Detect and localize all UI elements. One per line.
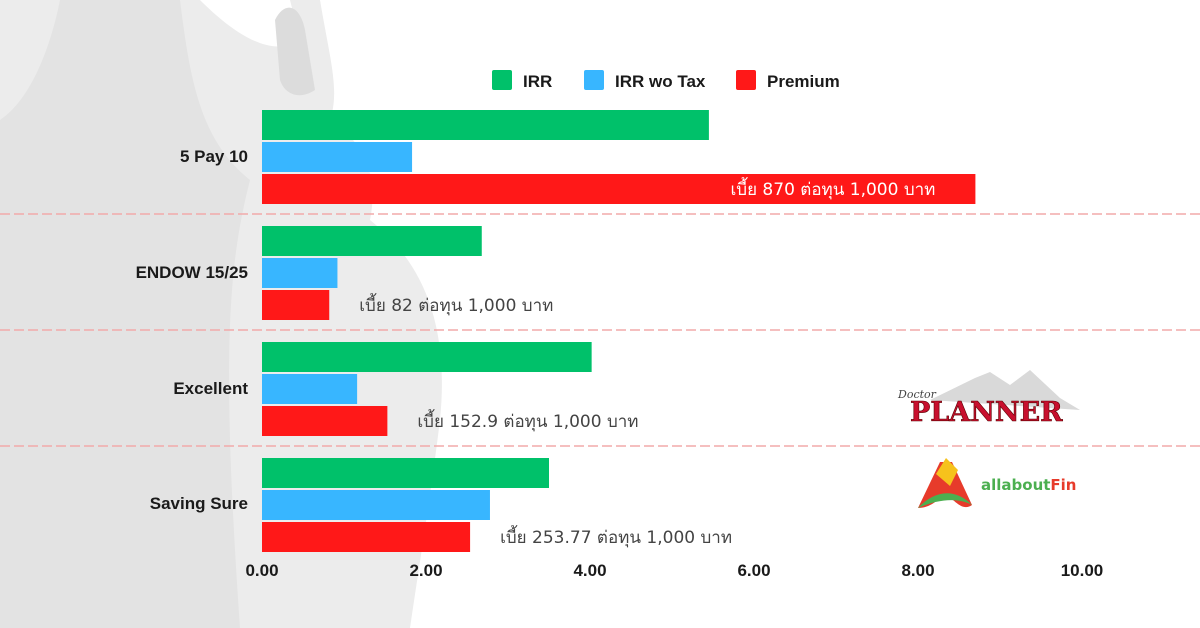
group-dividers [0, 213, 1200, 447]
premium-bar [262, 174, 976, 204]
x-axis: 0.00 2.00 4.00 6.00 8.00 10.00 [245, 561, 1103, 580]
logo-fin-word: Fin [1050, 476, 1076, 494]
doctor-planner-logo: Doctor PLANNER [897, 370, 1080, 428]
x-tick-label: 10.00 [1061, 561, 1104, 580]
irr-wo-tax-bar [262, 258, 338, 288]
irr-bar [262, 110, 709, 140]
allaboutfin-logo: allaboutFin [918, 458, 1077, 508]
allaboutfin-a-icon-swoosh [918, 493, 972, 508]
x-tick-label: 8.00 [901, 561, 934, 580]
irr-bar [262, 342, 592, 372]
legend-swatch-premium [736, 70, 756, 90]
irr-bar [262, 226, 482, 256]
legend-swatch-irr [492, 70, 512, 90]
legend-label-irr: IRR [523, 72, 552, 91]
category-labels: 5 Pay 10 ENDOW 15/25 Excellent Saving Su… [136, 147, 249, 513]
category-label: Saving Sure [150, 494, 248, 513]
logo-planner-text: PLANNER [910, 397, 1063, 428]
x-tick-label: 4.00 [573, 561, 606, 580]
legend-swatch-irr-wo-tax [584, 70, 604, 90]
legend-label-premium: Premium [767, 72, 840, 91]
logo-script-text: Doctor [897, 388, 937, 401]
mountain-icon [930, 370, 1080, 410]
bars-group [262, 110, 976, 552]
data-label: เบี้ย 253.77 ต่อทุน 1,000 บาท [500, 525, 732, 548]
x-tick-label: 0.00 [245, 561, 278, 580]
category-label: 5 Pay 10 [180, 147, 248, 166]
irr-bar [262, 458, 549, 488]
legend: IRR IRR wo Tax Premium [492, 70, 840, 91]
data-label: เบี้ย 870 ต่อทุน 1,000 บาท [730, 177, 935, 200]
allaboutfin-a-icon-accent [936, 458, 958, 486]
data-labels: เบี้ย 870 ต่อทุน 1,000 บาท เบี้ย 82 ต่อท… [359, 177, 935, 548]
logo-allabout-word: allabout [981, 476, 1050, 494]
data-label: เบี้ย 82 ต่อทุน 1,000 บาท [359, 293, 553, 316]
legend-label-irr-wo-tax: IRR wo Tax [615, 72, 706, 91]
x-tick-label: 2.00 [409, 561, 442, 580]
irr-wo-tax-bar [262, 142, 413, 172]
irr-wo-tax-bar [262, 490, 490, 520]
irr-wo-tax-bar [262, 374, 358, 404]
data-label: เบี้ย 152.9 ต่อทุน 1,000 บาท [417, 409, 638, 432]
premium-bar [262, 406, 388, 436]
premium-bar [262, 290, 330, 320]
premium-bar [262, 522, 471, 552]
category-label: ENDOW 15/25 [136, 263, 248, 282]
category-label: Excellent [173, 379, 248, 398]
x-tick-label: 6.00 [737, 561, 770, 580]
logo-allabout-text: allaboutFin [981, 476, 1077, 494]
